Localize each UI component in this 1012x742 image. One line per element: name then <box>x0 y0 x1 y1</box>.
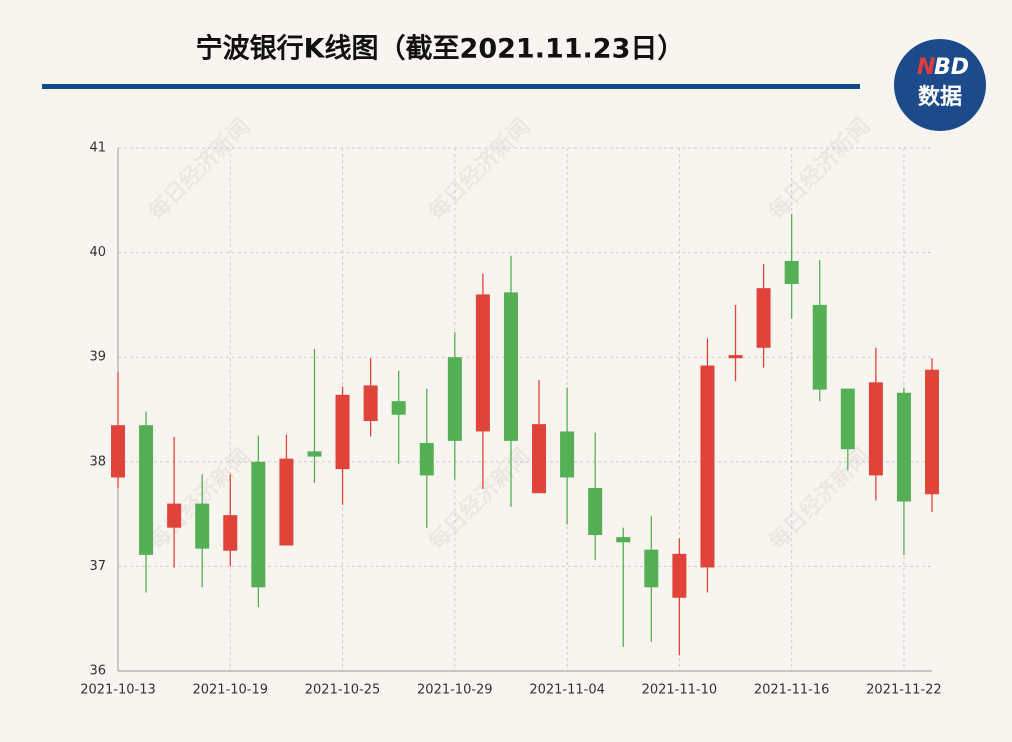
y-tick-label: 41 <box>89 141 106 156</box>
logo <box>894 39 986 131</box>
x-tick-label: 2021-11-22 <box>866 683 942 698</box>
candle-body <box>111 425 125 478</box>
candle-body <box>195 503 210 549</box>
candle-body <box>391 401 406 415</box>
y-tick-label: 40 <box>89 245 106 260</box>
candle-body <box>475 294 490 432</box>
x-tick-label: 2021-10-19 <box>192 683 268 698</box>
x-tick-label: 2021-10-13 <box>80 683 156 698</box>
x-tick-label: 2021-11-04 <box>529 683 605 698</box>
candle-body <box>139 425 154 555</box>
x-tick-label: 2021-11-16 <box>754 683 830 698</box>
candle-body <box>307 451 322 457</box>
title-rule <box>42 84 860 89</box>
candle-body <box>532 424 547 494</box>
candle-body <box>447 357 462 441</box>
candle-body <box>728 355 743 359</box>
candle-body <box>840 388 855 450</box>
candle-body <box>868 382 883 476</box>
x-tick-label: 2021-10-25 <box>305 683 381 698</box>
candle-body <box>812 304 827 390</box>
candle-body <box>223 515 238 551</box>
candle-body <box>279 458 294 546</box>
candle-body <box>503 292 518 441</box>
candle-body <box>588 487 603 536</box>
y-tick-label: 36 <box>89 664 106 679</box>
chart-title: 宁波银行K线图（截至2021.11.23日） <box>196 33 685 65</box>
candle-body <box>700 365 715 568</box>
candle-body <box>363 385 378 422</box>
y-tick-label: 39 <box>89 350 106 365</box>
candle-body <box>925 369 939 495</box>
candle-body <box>251 461 266 588</box>
candle-body <box>672 553 687 598</box>
y-tick-label: 38 <box>89 454 106 469</box>
logo-bd: BD <box>934 55 969 80</box>
candle-body <box>335 394 350 470</box>
y-tick-label: 37 <box>89 559 106 574</box>
candle-body <box>644 549 659 588</box>
logo-n: N <box>917 55 935 80</box>
candle-body <box>419 442 434 476</box>
candle-body <box>784 260 799 284</box>
candle-body <box>896 392 911 502</box>
candle-body <box>756 288 771 348</box>
candle-body <box>560 431 575 478</box>
x-tick-label: 2021-11-10 <box>642 683 718 698</box>
candle-body <box>616 537 631 543</box>
x-tick-label: 2021-10-29 <box>417 683 493 698</box>
logo-text: 数据 <box>918 84 962 110</box>
candle-body <box>167 503 182 528</box>
